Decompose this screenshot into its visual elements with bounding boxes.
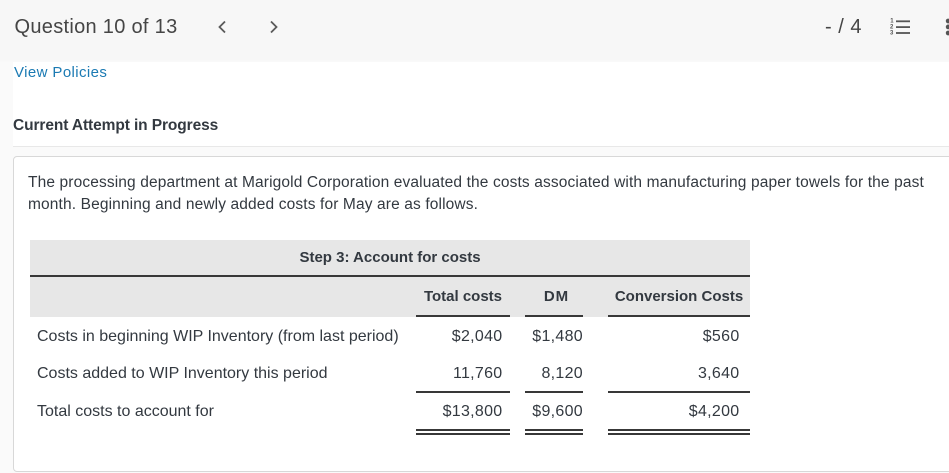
svg-text:3: 3 [890, 31, 894, 37]
svg-text:2: 2 [890, 25, 894, 31]
svg-text:1: 1 [890, 19, 894, 25]
